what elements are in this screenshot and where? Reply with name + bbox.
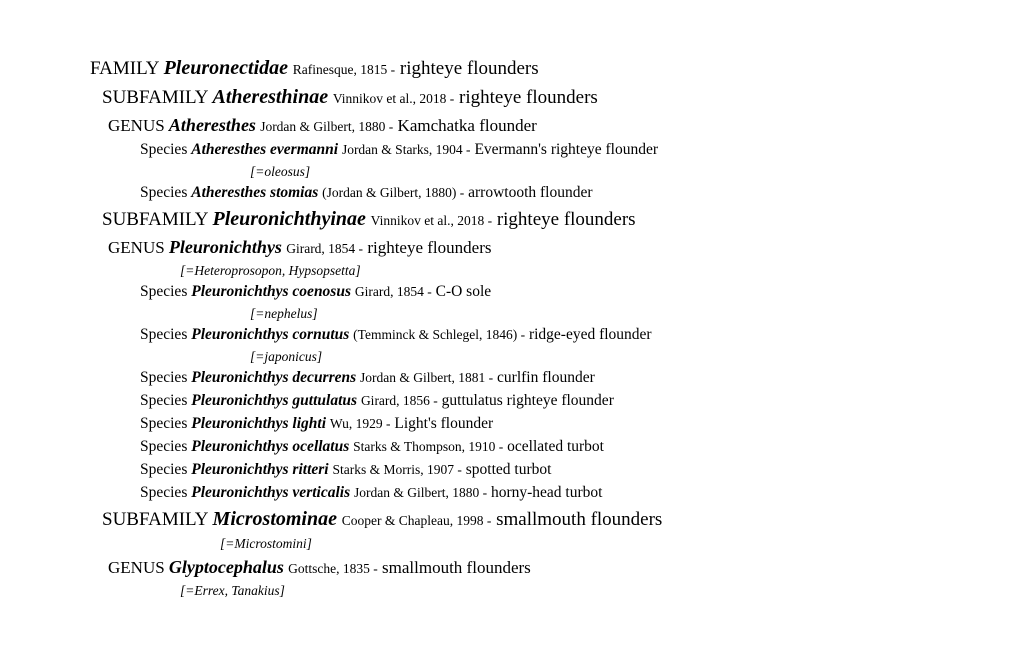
taxon-name: Pleuronichthys lighti — [191, 415, 326, 432]
authority: Jordan & Gilbert, 1881 - — [360, 370, 493, 385]
authority: Gottsche, 1835 - — [288, 561, 378, 576]
authority: (Temminck & Schlegel, 1846) - — [353, 327, 525, 342]
species-row: Species Atheresthes stomias (Jordan & Gi… — [140, 183, 930, 204]
subfamily-row: SUBFAMILY Atheresthinae Vinnikov et al.,… — [102, 84, 930, 111]
rank-label: FAMILY — [90, 58, 159, 79]
taxon-name: Pleuronichthys guttulatus — [191, 392, 357, 409]
rank-label: Species — [140, 184, 187, 201]
subfamily-row: SUBFAMILY Microstominae Cooper & Chaplea… — [102, 506, 930, 533]
species-row: Species Pleuronichthys verticalis Jordan… — [140, 483, 930, 504]
species-row: Species Atheresthes evermanni Jordan & S… — [140, 140, 930, 161]
taxon-name: Atheresthes evermanni — [191, 141, 338, 158]
rank-label: Species — [140, 326, 187, 343]
authority: Jordan & Gilbert, 1880 - — [354, 485, 487, 500]
rank-label: Species — [140, 415, 187, 432]
taxon-name: Atheresthes stomias — [191, 184, 318, 201]
authority: Girard, 1854 - — [355, 284, 432, 299]
synonym-row: [=Microstomini] — [220, 535, 930, 553]
authority: Vinnikov et al., 2018 - — [371, 213, 492, 228]
synonym: [=Heteroprosopon, Hypsopsetta] — [180, 263, 361, 278]
common-name: spotted turbot — [466, 461, 552, 478]
taxon-name: Pleuronichthys coenosus — [191, 283, 351, 300]
synonym: [=nephelus] — [250, 306, 318, 321]
species-row: Species Pleuronichthys ocellatus Starks … — [140, 437, 930, 458]
common-name: righteye flounders — [400, 58, 539, 79]
subfamily-row: SUBFAMILY Pleuronichthyinae Vinnikov et … — [102, 206, 930, 233]
rank-label: Species — [140, 369, 187, 386]
taxon-name: Pleuronichthys cornutus — [191, 326, 349, 343]
common-name: guttulatus righteye flounder — [442, 392, 614, 409]
common-name: horny-head turbot — [491, 484, 602, 501]
species-row: Species Pleuronichthys guttulatus Girard… — [140, 391, 930, 412]
taxon-name: Microstominae — [213, 508, 337, 530]
taxon-name: Atheresthes — [169, 115, 256, 135]
taxon-name: Pleuronichthys ritteri — [191, 461, 328, 478]
synonym-row: [=japonicus] — [250, 348, 930, 366]
rank-label: Species — [140, 484, 187, 501]
rank-label: Species — [140, 438, 187, 455]
genus-row: GENUS Glyptocephalus Gottsche, 1835 - sm… — [108, 555, 930, 580]
species-row: Species Pleuronichthys decurrens Jordan … — [140, 368, 930, 389]
authority: Rafinesque, 1815 - — [293, 62, 395, 77]
synonym: [=japonicus] — [250, 349, 322, 364]
authority: Jordan & Gilbert, 1880 - — [260, 119, 393, 134]
common-name: Evermann's righteye flounder — [474, 141, 658, 158]
taxon-name: Glyptocephalus — [169, 557, 284, 577]
common-name: ocellated turbot — [507, 438, 604, 455]
authority: (Jordan & Gilbert, 1880) - — [322, 185, 464, 200]
synonym-row: [=nephelus] — [250, 305, 930, 323]
common-name: righteye flounders — [367, 238, 491, 257]
common-name: curlfin flounder — [497, 369, 595, 386]
common-name: arrowtooth flounder — [468, 184, 592, 201]
taxon-name: Pleuronichthys decurrens — [191, 369, 356, 386]
common-name: Kamchatka flounder — [398, 116, 537, 135]
genus-row: GENUS Atheresthes Jordan & Gilbert, 1880… — [108, 113, 930, 138]
synonym-row: [=oleosus] — [250, 163, 930, 181]
rank-label: Species — [140, 141, 187, 158]
species-row: Species Pleuronichthys ritteri Starks & … — [140, 460, 930, 481]
authority: Girard, 1856 - — [361, 393, 438, 408]
common-name: ridge-eyed flounder — [529, 326, 652, 343]
rank-label: SUBFAMILY — [102, 209, 208, 230]
authority: Vinnikov et al., 2018 - — [333, 91, 454, 106]
genus-row: GENUS Pleuronichthys Girard, 1854 - righ… — [108, 235, 930, 260]
authority: Cooper & Chapleau, 1998 - — [342, 513, 492, 528]
synonym: [=Microstomini] — [220, 536, 312, 551]
rank-label: Species — [140, 461, 187, 478]
species-row: Species Pleuronichthys cornutus (Temminc… — [140, 325, 930, 346]
rank-label: GENUS — [108, 558, 165, 577]
common-name: smallmouth flounders — [382, 558, 531, 577]
rank-label: Species — [140, 283, 187, 300]
rank-label: SUBFAMILY — [102, 509, 208, 530]
authority: Starks & Thompson, 1910 - — [353, 439, 503, 454]
rank-label: Species — [140, 392, 187, 409]
taxon-name: Pleuronichthys verticalis — [191, 484, 350, 501]
common-name: Light's flounder — [394, 415, 493, 432]
common-name: smallmouth flounders — [496, 509, 662, 530]
rank-label: GENUS — [108, 116, 165, 135]
common-name: righteye flounders — [497, 209, 636, 230]
synonym: [=Errex, Tanakius] — [180, 583, 285, 598]
synonym-row: [=Heteroprosopon, Hypsopsetta] — [180, 262, 930, 280]
authority: Wu, 1929 - — [330, 416, 391, 431]
synonym-row: [=Errex, Tanakius] — [180, 582, 930, 600]
taxon-name: Pleuronichthyinae — [213, 208, 366, 230]
taxon-name: Pleuronichthys — [169, 237, 282, 257]
taxon-name: Pleuronichthys ocellatus — [191, 438, 349, 455]
common-name: C-O sole — [436, 283, 492, 300]
taxon-name: Pleuronectidae — [164, 57, 288, 79]
common-name: righteye flounders — [459, 87, 598, 108]
species-row: Species Pleuronichthys coenosus Girard, … — [140, 282, 930, 303]
authority: Girard, 1854 - — [286, 241, 363, 256]
family-row: FAMILY Pleuronectidae Rafinesque, 1815 -… — [90, 55, 930, 82]
synonym: [=oleosus] — [250, 164, 310, 179]
rank-label: SUBFAMILY — [102, 87, 208, 108]
authority: Jordan & Starks, 1904 - — [342, 142, 471, 157]
taxon-name: Atheresthinae — [213, 86, 329, 108]
species-row: Species Pleuronichthys lighti Wu, 1929 -… — [140, 414, 930, 435]
authority: Starks & Morris, 1907 - — [332, 462, 461, 477]
rank-label: GENUS — [108, 238, 165, 257]
